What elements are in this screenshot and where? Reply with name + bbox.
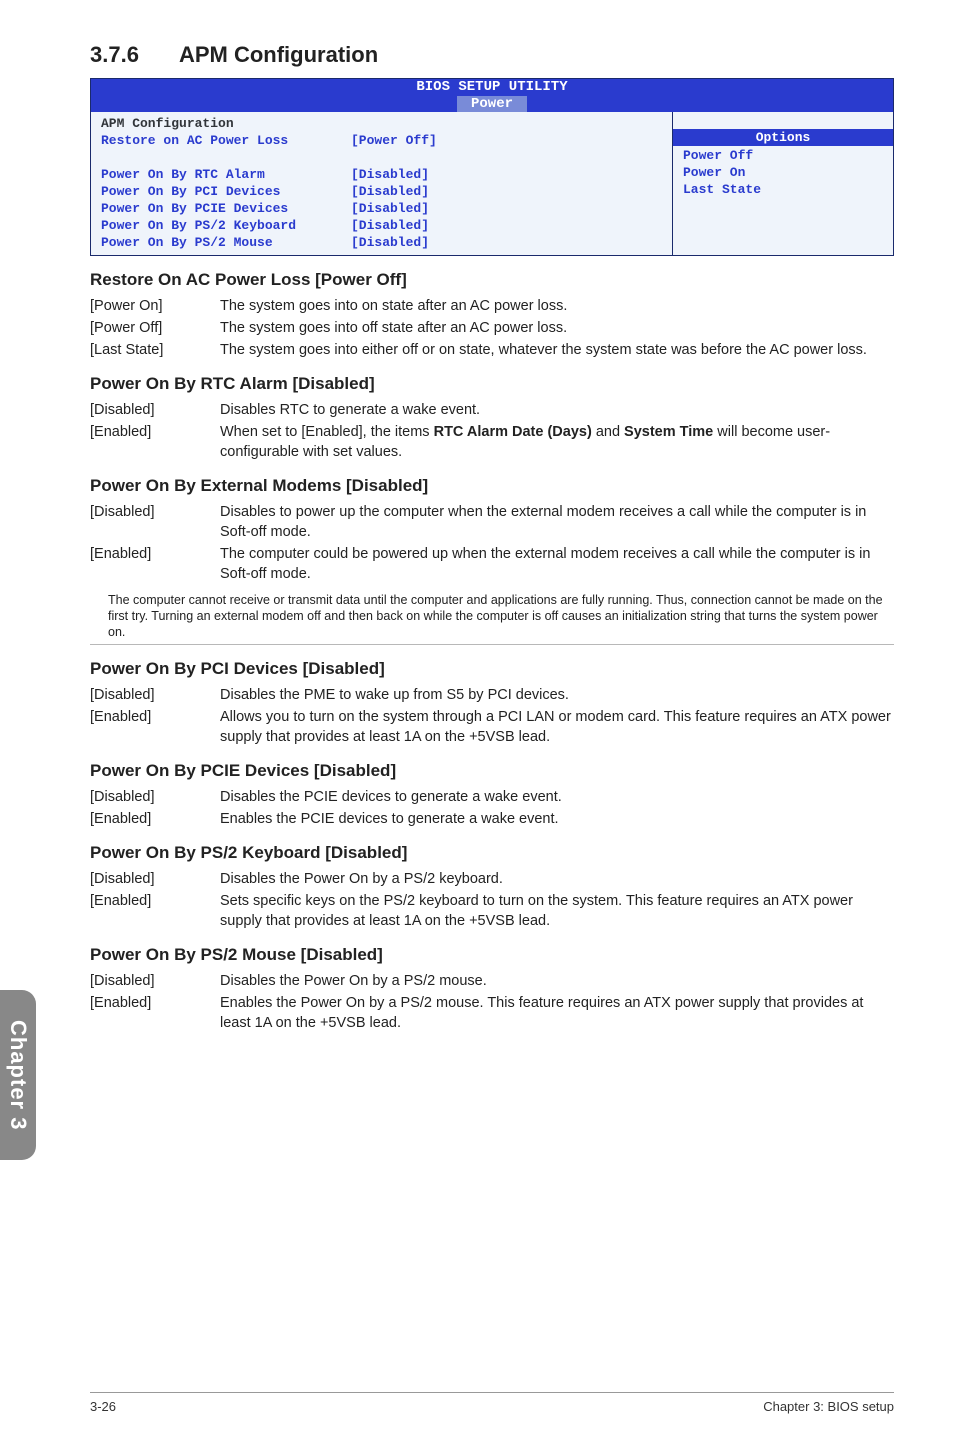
setting-description-row: [Enabled]Enables the PCIE devices to gen… — [90, 809, 894, 829]
setting-option-key: [Enabled] — [90, 707, 220, 747]
page-footer: 3-26 Chapter 3: BIOS setup — [90, 1392, 894, 1414]
subsection-title: Power On By External Modems [Disabled] — [90, 476, 894, 496]
setting-description-row: [Enabled]Enables the Power On by a PS/2 … — [90, 993, 894, 1033]
setting-description-row: [Disabled]Disables to power up the compu… — [90, 502, 894, 542]
section-number: 3.7.6 — [90, 42, 139, 67]
bios-setting-val: [Disabled] — [351, 217, 429, 234]
setting-option-desc: Disables to power up the computer when t… — [220, 502, 894, 542]
bios-setting-key: Power On By PCI Devices — [101, 183, 351, 200]
setting-option-desc: Enables the PCIE devices to generate a w… — [220, 809, 894, 829]
bios-title-text: BIOS SETUP UTILITY — [416, 79, 567, 95]
setting-option-desc: Allows you to turn on the system through… — [220, 707, 894, 747]
setting-option-desc: The system goes into on state after an A… — [220, 296, 894, 316]
setting-option-key: [Power Off] — [90, 318, 220, 338]
setting-description-row: [Disabled]Disables RTC to generate a wak… — [90, 400, 894, 420]
bios-setting-key: Power On By PS/2 Keyboard — [101, 217, 351, 234]
setting-option-desc: Disables the PME to wake up from S5 by P… — [220, 685, 894, 705]
setting-option-desc: Disables the PCIE devices to generate a … — [220, 787, 894, 807]
subsection-title: Power On By RTC Alarm [Disabled] — [90, 374, 894, 394]
bios-row — [101, 149, 662, 166]
setting-option-key: [Disabled] — [90, 400, 220, 420]
bios-tab: Power — [457, 96, 527, 112]
setting-option-key: [Enabled] — [90, 993, 220, 1033]
section-heading: 3.7.6 APM Configuration — [90, 42, 894, 68]
setting-option-key: [Enabled] — [90, 422, 220, 462]
subsection-title: Restore On AC Power Loss [Power Off] — [90, 270, 894, 290]
setting-option-desc: Sets specific keys on the PS/2 keyboard … — [220, 891, 894, 931]
bios-setting-key: Power On By RTC Alarm — [101, 166, 351, 183]
bios-options-pane: Options Power Off Power On Last State — [673, 112, 893, 255]
setting-option-key: [Enabled] — [90, 891, 220, 931]
setting-description-row: [Enabled]Allows you to turn on the syste… — [90, 707, 894, 747]
bios-setting-val: [Disabled] — [351, 200, 429, 217]
bios-options-header: Options — [673, 129, 893, 146]
bios-row[interactable]: Power On By PCI Devices[Disabled] — [101, 183, 662, 200]
bios-setting-val: [Disabled] — [351, 166, 429, 183]
setting-option-key: [Power On] — [90, 296, 220, 316]
bios-setting-key: Power On By PCIE Devices — [101, 200, 351, 217]
bios-title-bar: BIOS SETUP UTILITY Power — [91, 79, 893, 112]
setting-description-row: [Enabled]The computer could be powered u… — [90, 544, 894, 584]
subsection-title: Power On By PCIE Devices [Disabled] — [90, 761, 894, 781]
subsection-title: Power On By PS/2 Mouse [Disabled] — [90, 945, 894, 965]
setting-description-row: [Last State]The system goes into either … — [90, 340, 894, 360]
setting-description-row: [Disabled]Disables the PCIE devices to g… — [90, 787, 894, 807]
setting-description-row: [Enabled]When set to [Enabled], the item… — [90, 422, 894, 462]
footer-chapter: Chapter 3: BIOS setup — [763, 1399, 894, 1414]
bios-settings-pane: APM Configuration Restore on AC Power Lo… — [91, 112, 673, 255]
setting-description-row: [Disabled]Disables the PME to wake up fr… — [90, 685, 894, 705]
setting-option-key: [Enabled] — [90, 809, 220, 829]
setting-option-key: [Enabled] — [90, 544, 220, 584]
setting-option-desc: The system goes into off state after an … — [220, 318, 894, 338]
bios-option[interactable]: Last State — [683, 181, 883, 198]
setting-option-desc: The computer could be powered up when th… — [220, 544, 894, 584]
setting-option-desc: Disables the Power On by a PS/2 keyboard… — [220, 869, 894, 889]
setting-description-row: [Disabled]Disables the Power On by a PS/… — [90, 869, 894, 889]
bios-row[interactable]: Restore on AC Power Loss[Power Off] — [101, 132, 662, 149]
page-number: 3-26 — [90, 1399, 116, 1414]
subsection-title: Power On By PCI Devices [Disabled] — [90, 659, 894, 679]
setting-description-row: [Enabled]Sets specific keys on the PS/2 … — [90, 891, 894, 931]
bios-group-header: APM Configuration — [101, 115, 662, 132]
setting-option-desc: The system goes into either off or on st… — [220, 340, 894, 360]
bios-row[interactable]: Power On By PS/2 Keyboard[Disabled] — [101, 217, 662, 234]
bios-setting-key: Restore on AC Power Loss — [101, 132, 351, 149]
bios-option[interactable]: Power On — [683, 164, 883, 181]
setting-option-key: [Disabled] — [90, 502, 220, 542]
setting-option-key: [Disabled] — [90, 685, 220, 705]
bios-setting-val: [Disabled] — [351, 183, 429, 200]
bios-row[interactable]: Power On By PS/2 Mouse[Disabled] — [101, 234, 662, 251]
page-content: 3.7.6 APM Configuration BIOS SETUP UTILIT… — [0, 0, 954, 1033]
setting-option-desc: Enables the Power On by a PS/2 mouse. Th… — [220, 993, 894, 1033]
bios-setting-val: [Disabled] — [351, 234, 429, 251]
setting-option-key: [Disabled] — [90, 869, 220, 889]
setting-description-row: [Power On]The system goes into on state … — [90, 296, 894, 316]
setting-option-key: [Disabled] — [90, 787, 220, 807]
subsection-title: Power On By PS/2 Keyboard [Disabled] — [90, 843, 894, 863]
setting-description-row: [Disabled]Disables the Power On by a PS/… — [90, 971, 894, 991]
note-block: The computer cannot receive or transmit … — [90, 592, 894, 640]
divider — [90, 644, 894, 645]
setting-option-desc: Disables the Power On by a PS/2 mouse. — [220, 971, 894, 991]
setting-option-desc: Disables RTC to generate a wake event. — [220, 400, 894, 420]
setting-option-key: [Disabled] — [90, 971, 220, 991]
section-title: APM Configuration — [179, 42, 378, 67]
setting-option-key: [Last State] — [90, 340, 220, 360]
setting-description-row: [Power Off]The system goes into off stat… — [90, 318, 894, 338]
bios-row[interactable]: Power On By RTC Alarm[Disabled] — [101, 166, 662, 183]
bios-option[interactable]: Power Off — [683, 147, 883, 164]
bios-setting-key: Power On By PS/2 Mouse — [101, 234, 351, 251]
bios-panel: BIOS SETUP UTILITY Power APM Configurati… — [90, 78, 894, 256]
bios-row[interactable]: Power On By PCIE Devices[Disabled] — [101, 200, 662, 217]
setting-option-desc: When set to [Enabled], the items RTC Ala… — [220, 422, 894, 462]
note-text: The computer cannot receive or transmit … — [108, 592, 894, 640]
bios-setting-val: [Power Off] — [351, 132, 437, 149]
